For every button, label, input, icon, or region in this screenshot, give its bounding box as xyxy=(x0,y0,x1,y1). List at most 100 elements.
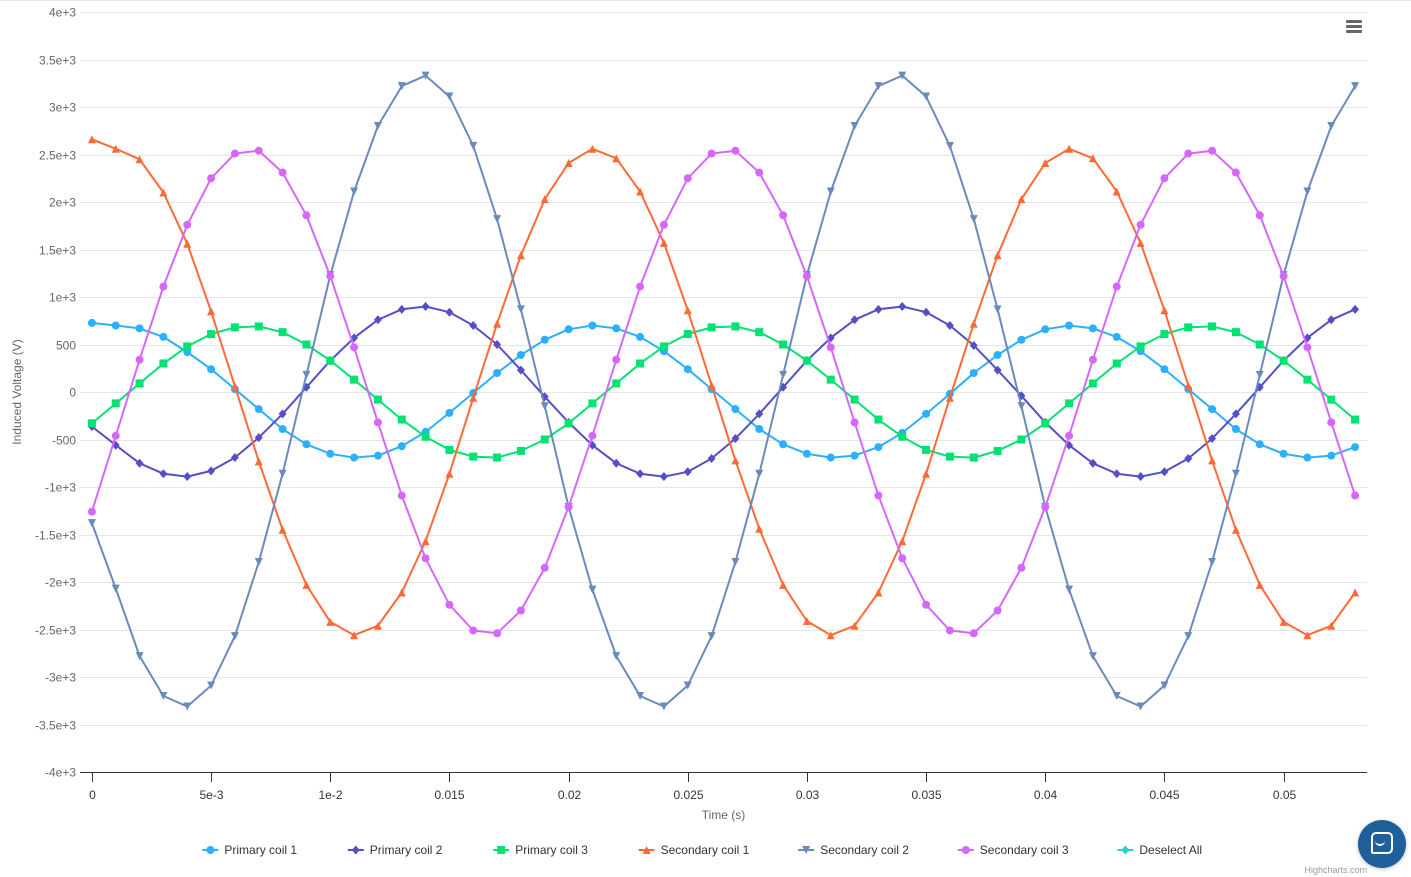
data-point-secondary-coil-3 xyxy=(1112,282,1121,291)
legend-item-primary-coil-3[interactable]: Primary coil 3 xyxy=(493,843,588,857)
data-point-secondary-coil-3 xyxy=(183,220,192,229)
data-point-secondary-coil-3 xyxy=(350,343,359,352)
data-point-primary-coil-3 xyxy=(1065,399,1074,408)
data-point-secondary-coil-3 xyxy=(1065,431,1074,440)
data-point-primary-coil-3 xyxy=(850,395,859,404)
legend-item-secondary-coil-3[interactable]: Secondary coil 3 xyxy=(957,843,1069,857)
data-point-secondary-coil-1 xyxy=(1303,631,1312,640)
data-point-primary-coil-3 xyxy=(969,453,978,462)
data-point-primary-coil-3 xyxy=(326,356,335,365)
data-point-primary-coil-1 xyxy=(516,350,525,359)
data-point-primary-coil-2 xyxy=(850,315,859,325)
legend[interactable]: Primary coil 1 Primary coil 2 Primary coil… xyxy=(202,843,1202,857)
data-point-secondary-coil-3 xyxy=(636,282,645,291)
data-point-primary-coil-1 xyxy=(111,321,120,330)
help-chat-button[interactable] xyxy=(1358,820,1406,868)
data-point-secondary-coil-3 xyxy=(755,168,764,177)
data-point-secondary-coil-1 xyxy=(397,588,406,597)
data-point-secondary-coil-1 xyxy=(254,457,263,466)
data-point-secondary-coil-1 xyxy=(1017,195,1026,204)
data-point-secondary-coil-2 xyxy=(1303,187,1312,196)
data-point-secondary-coil-3 xyxy=(1017,563,1026,572)
data-point-primary-coil-2 xyxy=(1184,454,1193,463)
data-point-secondary-coil-3 xyxy=(779,211,788,220)
data-point-secondary-coil-1 xyxy=(469,393,478,402)
data-point-primary-coil-2 xyxy=(874,304,883,314)
legend-item-primary-coil-2[interactable]: Primary coil 2 xyxy=(347,843,443,857)
data-point-secondary-coil-3 xyxy=(850,418,859,427)
data-point-primary-coil-2 xyxy=(659,472,668,482)
x-tick-label: 0.03 xyxy=(796,788,820,802)
legend-item-primary-coil-1[interactable]: Primary coil 1 xyxy=(202,843,297,857)
data-point-secondary-coil-2 xyxy=(254,558,263,567)
data-point-primary-coil-2 xyxy=(898,302,907,311)
top-border xyxy=(0,0,1411,1)
data-point-secondary-coil-3 xyxy=(397,491,406,500)
data-point-secondary-coil-3 xyxy=(135,355,144,364)
data-point-primary-coil-3 xyxy=(1160,330,1169,339)
data-point-primary-coil-3 xyxy=(254,322,263,331)
x-tick-label: 0.04 xyxy=(1034,788,1058,802)
data-point-primary-coil-2 xyxy=(1351,304,1360,314)
data-point-secondary-coil-1 xyxy=(755,524,764,533)
data-point-primary-coil-3 xyxy=(1255,340,1264,349)
data-point-secondary-coil-3 xyxy=(659,220,668,229)
data-point-primary-coil-3 xyxy=(230,323,239,332)
data-point-secondary-coil-1 xyxy=(826,631,835,640)
data-point-primary-coil-2 xyxy=(1327,315,1336,325)
series-line-secondary-coil-2 xyxy=(90,74,1357,708)
data-point-primary-coil-1 xyxy=(1112,332,1121,341)
data-point-secondary-coil-3 xyxy=(111,431,120,440)
legend-item-secondary-coil-1[interactable]: Secondary coil 1 xyxy=(638,843,750,857)
data-point-secondary-coil-1 xyxy=(612,154,621,163)
data-point-primary-coil-3 xyxy=(588,399,597,408)
data-point-primary-coil-1 xyxy=(850,451,859,460)
data-point-secondary-coil-1 xyxy=(1041,159,1050,168)
legend-label-secondary-coil-3: Secondary coil 3 xyxy=(980,843,1069,857)
data-point-primary-coil-1 xyxy=(1303,453,1312,462)
data-point-primary-coil-3 xyxy=(993,446,1002,455)
data-point-primary-coil-3 xyxy=(183,342,192,351)
data-point-secondary-coil-1 xyxy=(278,525,287,534)
data-point-secondary-coil-1 xyxy=(111,144,120,153)
data-point-primary-coil-1 xyxy=(493,369,502,377)
data-point-secondary-coil-3 xyxy=(469,626,478,635)
data-point-secondary-coil-2 xyxy=(469,141,478,150)
data-point-secondary-coil-2 xyxy=(1112,692,1121,700)
legend-label-secondary-coil-2: Secondary coil 2 xyxy=(820,843,909,857)
data-point-secondary-coil-1 xyxy=(183,239,192,248)
y-tick-label: 3.5e+3 xyxy=(39,54,76,68)
data-point-secondary-coil-2 xyxy=(731,558,740,567)
data-point-secondary-coil-3 xyxy=(898,554,907,563)
data-point-primary-coil-3 xyxy=(922,445,931,454)
data-point-primary-coil-2 xyxy=(1208,434,1217,444)
data-point-primary-coil-1 xyxy=(373,451,382,460)
data-point-primary-coil-1 xyxy=(874,443,883,452)
y-tick-label: 0 xyxy=(69,386,76,400)
data-point-secondary-coil-3 xyxy=(230,149,239,158)
data-point-primary-coil-3 xyxy=(278,328,287,337)
data-point-primary-coil-3 xyxy=(826,375,835,384)
legend-item-secondary-coil-2[interactable]: Secondary coil 2 xyxy=(798,843,909,857)
data-point-secondary-coil-2 xyxy=(1088,652,1097,661)
data-point-primary-coil-2 xyxy=(278,409,287,419)
data-point-secondary-coil-2 xyxy=(969,215,978,224)
data-point-primary-coil-2 xyxy=(254,433,263,443)
chat-bubble-smile xyxy=(1375,839,1385,846)
credits-link[interactable]: Highcharts.com xyxy=(1304,865,1367,875)
data-point-secondary-coil-2 xyxy=(1136,702,1145,711)
legend-item-deselect-all[interactable]: Deselect All xyxy=(1117,843,1202,857)
data-point-secondary-coil-3 xyxy=(731,146,740,155)
data-point-secondary-coil-2 xyxy=(159,692,168,700)
data-point-primary-coil-1 xyxy=(540,335,549,344)
series-primary-coil-3 xyxy=(87,322,1360,462)
data-point-secondary-coil-3 xyxy=(945,626,954,635)
data-point-primary-coil-3 xyxy=(1112,359,1121,368)
data-point-secondary-coil-3 xyxy=(1327,418,1336,427)
legend-label-primary-coil-2: Primary coil 2 xyxy=(370,843,443,857)
data-point-primary-coil-1 xyxy=(1327,451,1336,460)
data-point-secondary-coil-3 xyxy=(302,211,311,220)
chart-menu-button[interactable] xyxy=(1338,14,1370,40)
